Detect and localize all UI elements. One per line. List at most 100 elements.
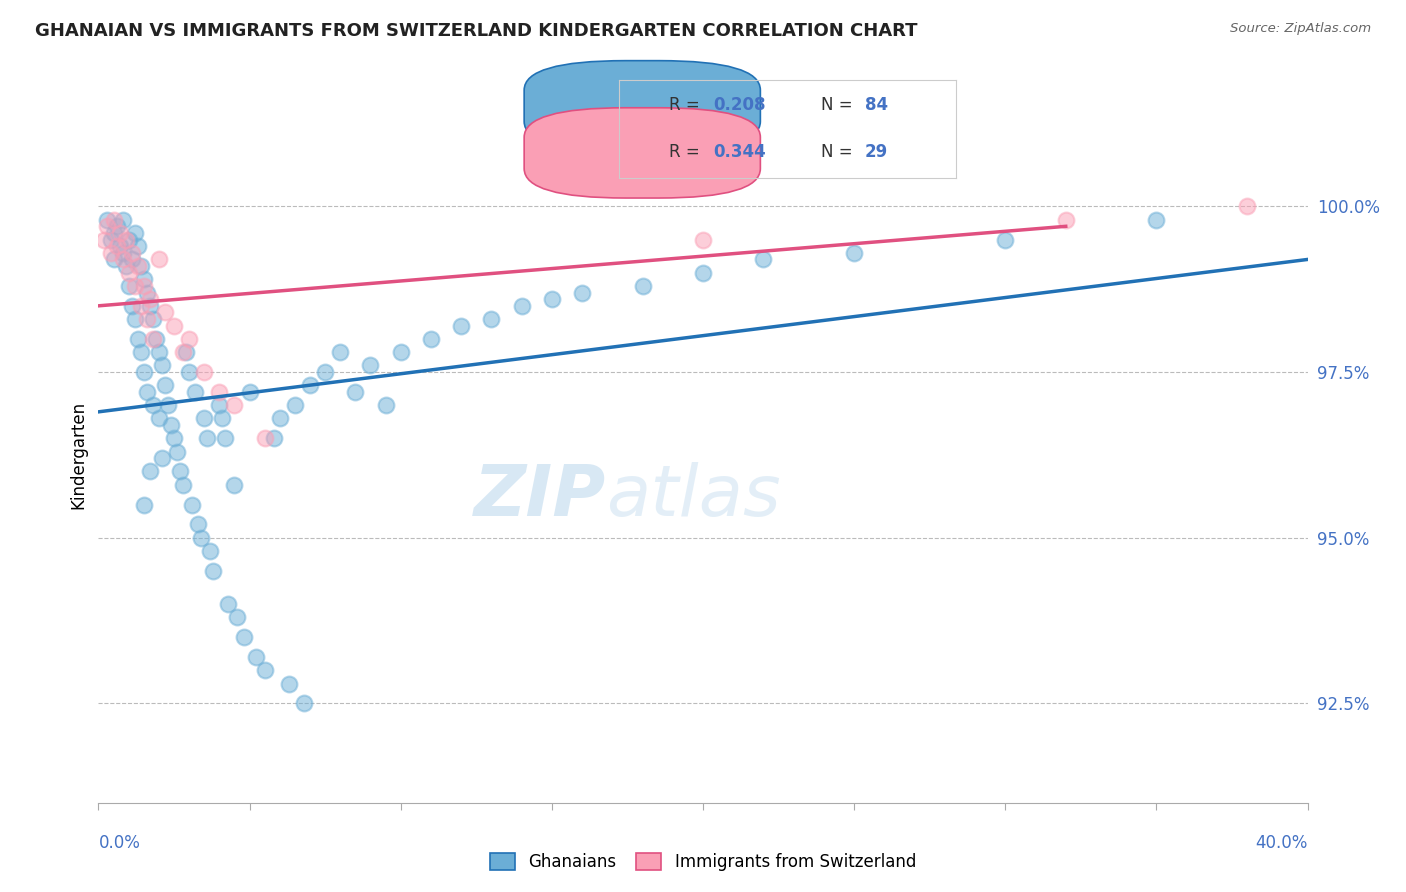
FancyBboxPatch shape xyxy=(524,108,761,198)
Text: 84: 84 xyxy=(865,95,889,114)
Point xyxy=(420,332,443,346)
Point xyxy=(103,212,125,227)
Legend: Ghanaians, Immigrants from Switzerland: Ghanaians, Immigrants from Switzerland xyxy=(484,847,922,878)
Point xyxy=(245,650,267,665)
Point xyxy=(1236,199,1258,213)
Point xyxy=(100,245,122,260)
Point xyxy=(314,365,336,379)
Point xyxy=(174,345,197,359)
Point xyxy=(142,312,165,326)
Point xyxy=(108,226,131,240)
Text: 40.0%: 40.0% xyxy=(1256,834,1308,852)
Point xyxy=(121,299,143,313)
Point xyxy=(111,212,134,227)
Point xyxy=(329,345,352,359)
Text: 0.0%: 0.0% xyxy=(98,834,141,852)
FancyBboxPatch shape xyxy=(524,61,761,151)
Point xyxy=(163,431,186,445)
Point xyxy=(214,431,236,445)
Point xyxy=(450,318,472,333)
Point xyxy=(114,259,136,273)
Point xyxy=(160,418,183,433)
Text: GHANAIAN VS IMMIGRANTS FROM SWITZERLAND KINDERGARTEN CORRELATION CHART: GHANAIAN VS IMMIGRANTS FROM SWITZERLAND … xyxy=(35,22,918,40)
Point xyxy=(103,252,125,267)
Point xyxy=(142,332,165,346)
Text: 0.208: 0.208 xyxy=(713,95,766,114)
Point xyxy=(1144,212,1167,227)
Point xyxy=(172,345,194,359)
Point xyxy=(132,272,155,286)
Point xyxy=(253,663,276,677)
Point xyxy=(269,411,291,425)
Point xyxy=(179,332,201,346)
Point xyxy=(124,279,146,293)
Point xyxy=(114,233,136,247)
Point xyxy=(844,245,866,260)
Point xyxy=(96,219,118,234)
Point xyxy=(118,233,141,247)
Point xyxy=(129,259,152,273)
Point xyxy=(510,299,533,313)
Point xyxy=(135,285,157,300)
Point xyxy=(211,411,233,425)
Point xyxy=(292,697,315,711)
Point xyxy=(135,312,157,326)
Text: ZIP: ZIP xyxy=(474,462,606,531)
Point xyxy=(752,252,775,267)
Point xyxy=(100,233,122,247)
Point xyxy=(105,239,128,253)
Point xyxy=(232,630,254,644)
Point xyxy=(127,239,149,253)
Point xyxy=(96,212,118,227)
Point xyxy=(277,676,299,690)
Point xyxy=(139,299,162,313)
Point xyxy=(692,266,714,280)
Point xyxy=(571,285,593,300)
Text: Source: ZipAtlas.com: Source: ZipAtlas.com xyxy=(1230,22,1371,36)
Point xyxy=(127,259,149,273)
Point xyxy=(169,465,191,479)
Point xyxy=(129,299,152,313)
Point xyxy=(187,517,209,532)
Point xyxy=(226,610,249,624)
Point xyxy=(481,312,503,326)
Point xyxy=(148,252,170,267)
Point xyxy=(150,451,173,466)
Point xyxy=(156,398,179,412)
Point xyxy=(284,398,307,412)
Text: 0.344: 0.344 xyxy=(713,143,766,161)
Point xyxy=(153,378,176,392)
Point xyxy=(111,252,134,267)
Point xyxy=(111,245,134,260)
Point xyxy=(195,431,218,445)
Text: N =: N = xyxy=(821,143,858,161)
Point xyxy=(139,465,162,479)
Point xyxy=(121,252,143,267)
Point xyxy=(93,233,115,247)
Point xyxy=(148,411,170,425)
Point xyxy=(132,498,155,512)
Point xyxy=(142,398,165,412)
Point xyxy=(239,384,262,399)
Text: R =: R = xyxy=(669,143,706,161)
Point xyxy=(253,431,276,445)
Point xyxy=(994,233,1017,247)
Point xyxy=(118,266,141,280)
Point xyxy=(200,544,222,558)
Point xyxy=(179,365,201,379)
Point xyxy=(208,384,231,399)
Point xyxy=(145,332,167,346)
Point xyxy=(193,365,215,379)
Point xyxy=(124,312,146,326)
Point xyxy=(153,305,176,319)
Y-axis label: Kindergarten: Kindergarten xyxy=(69,401,87,509)
Point xyxy=(224,398,246,412)
Point xyxy=(540,292,562,306)
Point xyxy=(132,365,155,379)
Point xyxy=(166,444,188,458)
Point xyxy=(299,378,322,392)
Point xyxy=(360,359,382,373)
Point xyxy=(150,359,173,373)
Point xyxy=(263,431,285,445)
Point xyxy=(217,597,239,611)
